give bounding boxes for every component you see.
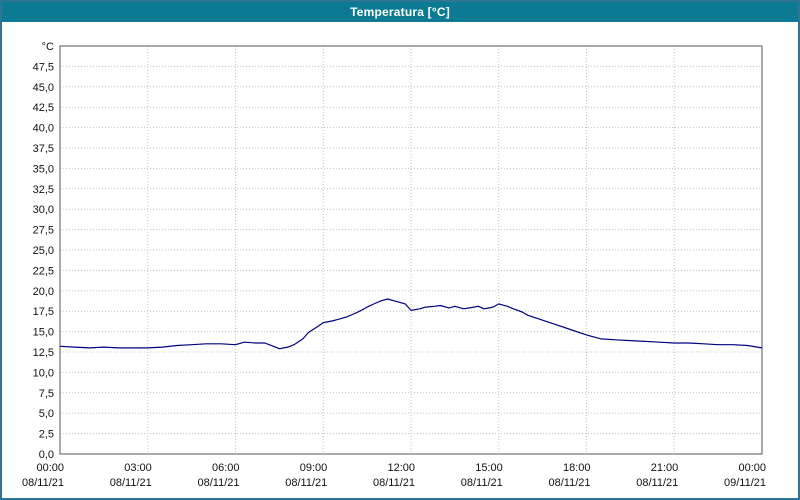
temperature-line-chart: 0,0 2,5 5,0 7,5 10,0 12,5 15,0 17,5 20,0 22,5 25,0… (22, 41, 766, 489)
svg-text:0,0: 0,0 (39, 449, 54, 461)
svg-text:40,0: 40,0 (33, 123, 54, 135)
svg-text:17,5: 17,5 (33, 306, 54, 318)
svg-text:42,5: 42,5 (33, 102, 54, 114)
svg-text:22,5: 22,5 (33, 265, 54, 277)
svg-text:08/11/21: 08/11/21 (461, 477, 503, 489)
svg-text:00:00: 00:00 (738, 462, 766, 474)
svg-text:32,5: 32,5 (33, 184, 54, 196)
svg-text:12,5: 12,5 (33, 347, 54, 359)
svg-text:15:00: 15:00 (475, 462, 503, 474)
svg-text:30,0: 30,0 (33, 204, 54, 216)
svg-text:45,0: 45,0 (33, 82, 54, 94)
svg-text:35,0: 35,0 (33, 163, 54, 175)
svg-text:5,0: 5,0 (39, 408, 54, 420)
svg-text:37,5: 37,5 (33, 143, 54, 155)
svg-text:09/11/21: 09/11/21 (724, 477, 766, 489)
svg-text:10,0: 10,0 (33, 367, 54, 379)
svg-text:08/11/21: 08/11/21 (22, 477, 64, 489)
svg-text:27,5: 27,5 (33, 225, 54, 237)
svg-text:08/11/21: 08/11/21 (285, 477, 327, 489)
svg-text:21:00: 21:00 (651, 462, 679, 474)
svg-text:09:00: 09:00 (300, 462, 328, 474)
svg-text:06:00: 06:00 (212, 462, 240, 474)
svg-text:00:00: 00:00 (36, 462, 64, 474)
svg-text:08/11/21: 08/11/21 (110, 477, 152, 489)
svg-text:12:00: 12:00 (387, 462, 415, 474)
svg-text:08/11/21: 08/11/21 (197, 477, 239, 489)
svg-text:08/11/21: 08/11/21 (373, 477, 415, 489)
svg-text:08/11/21: 08/11/21 (548, 477, 590, 489)
svg-text:20,0: 20,0 (33, 286, 54, 298)
svg-text:08/11/21: 08/11/21 (636, 477, 678, 489)
svg-text:25,0: 25,0 (33, 245, 54, 257)
svg-text:03:00: 03:00 (124, 462, 152, 474)
svg-text:°C: °C (42, 41, 54, 53)
chart-area: 0,0 2,5 5,0 7,5 10,0 12,5 15,0 17,5 20,0 22,5 25,0… (2, 22, 798, 498)
title-bar: Temperatura [°C] (2, 2, 798, 22)
svg-text:7,5: 7,5 (39, 388, 54, 400)
svg-text:47,5: 47,5 (33, 61, 54, 73)
svg-text:18:00: 18:00 (563, 462, 591, 474)
svg-text:15,0: 15,0 (33, 327, 54, 339)
svg-text:2,5: 2,5 (39, 429, 54, 441)
window-title: Temperatura [°C] (350, 5, 450, 19)
